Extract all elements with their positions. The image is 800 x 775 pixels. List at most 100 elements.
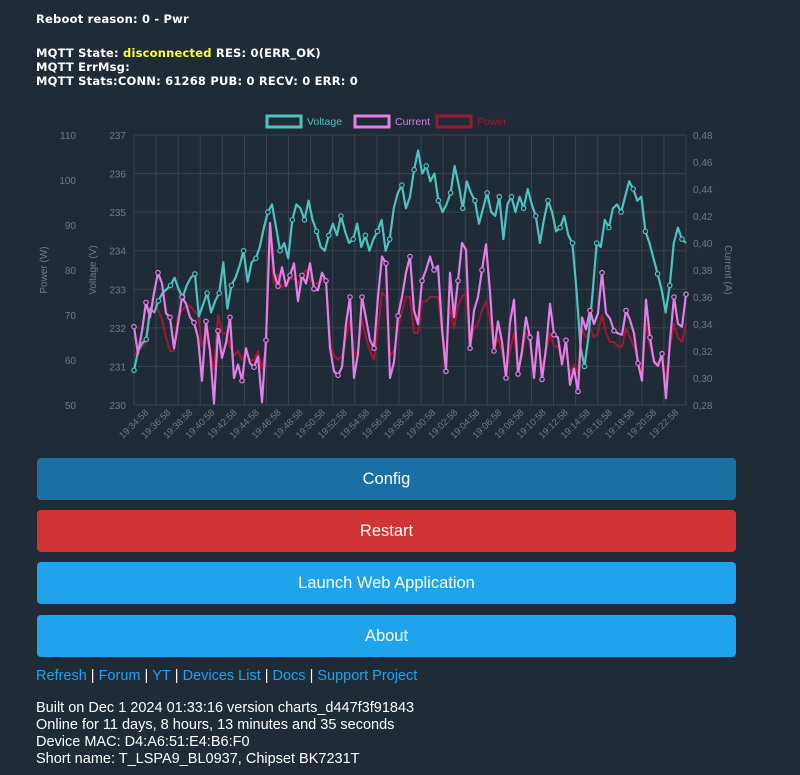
current-data-point [647, 334, 653, 341]
legend-swatch-voltage [265, 114, 303, 129]
legend-swatch-current [353, 114, 391, 129]
voltage-data-point [666, 282, 673, 289]
footer-links: Refresh | Forum | YT | Devices List | Docs | Suppo… [36, 668, 417, 684]
current-data-point [683, 291, 689, 298]
voltage-data-point [520, 205, 527, 212]
current-axis-tick-label: 0,30 [693, 374, 713, 385]
current-axis-tick-label: 0,48 [693, 131, 713, 142]
power-axis-tick-label: 50 [65, 401, 77, 412]
power-axis-tick-label: 60 [65, 356, 77, 367]
current-data-point [275, 283, 281, 290]
current-data-point [191, 319, 197, 326]
voltage-data-point [350, 236, 357, 242]
current-axis-tick-label: 0,40 [693, 239, 713, 250]
config-button[interactable]: Config [37, 458, 736, 500]
current-data-point [599, 269, 605, 276]
voltage-data-point [435, 197, 442, 204]
current-data-point [455, 278, 461, 284]
current-axis-tick-label: 0,36 [693, 293, 713, 304]
current-data-point [611, 328, 617, 334]
current-data-point [263, 337, 269, 344]
voltage-data-point [459, 205, 466, 212]
current-data-point [551, 332, 557, 338]
current-data-point [215, 328, 221, 334]
power-axis-tick-label: 100 [59, 176, 76, 187]
build-info: Built on Dec 1 2024 01:33:16 version cha… [36, 700, 415, 716]
voltage-data-point [265, 209, 271, 215]
current-data-point [431, 267, 437, 273]
voltage-data-point [313, 228, 320, 235]
current-data-point [407, 253, 413, 260]
mqtt-state-result: RES: 0(ERR_OK) [215, 46, 321, 60]
current-data-point [587, 307, 593, 314]
mqtt-errmsg: MQTT ErrMsg: [36, 60, 130, 74]
forum-link[interactable]: Forum [98, 668, 141, 684]
voltage-data-point [386, 236, 393, 242]
power-axis-tick-label: 70 [65, 311, 77, 322]
voltage-data-point [289, 217, 296, 223]
voltage-axis-tick-label: 233 [109, 285, 126, 296]
current-data-point [491, 348, 497, 354]
current-data-point [131, 323, 137, 330]
voltage-data-point [581, 363, 588, 370]
current-data-point [227, 314, 233, 321]
voltage-series-line [132, 149, 687, 371]
current-data-point [179, 294, 185, 300]
about-button[interactable]: About [37, 615, 736, 657]
current-data-point [323, 278, 329, 284]
current-data-point [251, 364, 257, 371]
refresh-link[interactable]: Refresh [36, 668, 87, 684]
current-data-point [503, 375, 509, 381]
support-project-link[interactable]: Support Project [317, 668, 418, 684]
short-name-info: Short name: T_LSPA9_BL0937, Chipset BK72… [36, 751, 360, 767]
voltage-axis-tick-label: 231 [109, 362, 126, 373]
current-data-point [515, 371, 521, 377]
voltage-data-point [447, 190, 454, 196]
voltage-data-point [484, 190, 490, 196]
yt-link[interactable]: YT [152, 668, 171, 684]
current-data-point [239, 377, 245, 384]
current-axis-title: Current (A) [722, 245, 733, 294]
devices-list-link[interactable]: Devices List [182, 668, 261, 684]
current-axis-tick-label: 0,34 [693, 320, 713, 331]
current-axis-tick-label: 0,28 [693, 401, 713, 412]
current-data-point [623, 307, 629, 314]
voltage-data-point [545, 197, 551, 204]
voltage-data-point [496, 193, 503, 200]
mqtt-state-label: MQTT State: [36, 46, 119, 60]
legend-label-power: Power [477, 116, 507, 128]
voltage-data-point [362, 232, 369, 239]
voltage-data-point [508, 193, 515, 200]
current-axis-tick-label: 0,32 [693, 347, 713, 358]
restart-button[interactable]: Restart [37, 510, 736, 552]
current-data-point [143, 299, 149, 306]
voltage-data-point [301, 217, 308, 223]
voltage-data-point [557, 224, 564, 231]
current-axis-tick-label: 0,44 [693, 185, 713, 196]
current-data-point [479, 267, 485, 273]
power-axis-tick-label: 80 [65, 266, 77, 277]
power-axis-title: Power (W) [39, 246, 50, 293]
legend-label-current: Current [395, 116, 430, 128]
launch-web-app-button[interactable]: Launch Web Application [37, 562, 736, 604]
legend-label-voltage: Voltage [307, 116, 342, 128]
voltage-data-point [131, 367, 137, 374]
reboot-reason: Reboot reason: 0 - Pwr [36, 12, 189, 26]
current-series-line [132, 221, 688, 405]
current-axis-tick-label: 0,42 [693, 212, 713, 223]
current-data-point [347, 294, 353, 300]
voltage-data-point [411, 166, 417, 173]
voltage-axis-tick-label: 237 [109, 131, 126, 142]
current-data-point [443, 368, 449, 375]
link-separator: | [174, 668, 179, 684]
voltage-data-point [618, 209, 624, 215]
voltage-data-point [654, 271, 661, 277]
current-data-point [575, 388, 581, 395]
mqtt-state-value: disconnected [123, 46, 212, 60]
current-data-point [311, 286, 317, 292]
current-data-point [359, 294, 365, 300]
mac-info: Device MAC: D4:A6:51:E4:B6:F0 [36, 734, 250, 750]
voltage-data-point [155, 298, 162, 304]
voltage-data-point [167, 282, 174, 289]
docs-link[interactable]: Docs [272, 668, 306, 684]
